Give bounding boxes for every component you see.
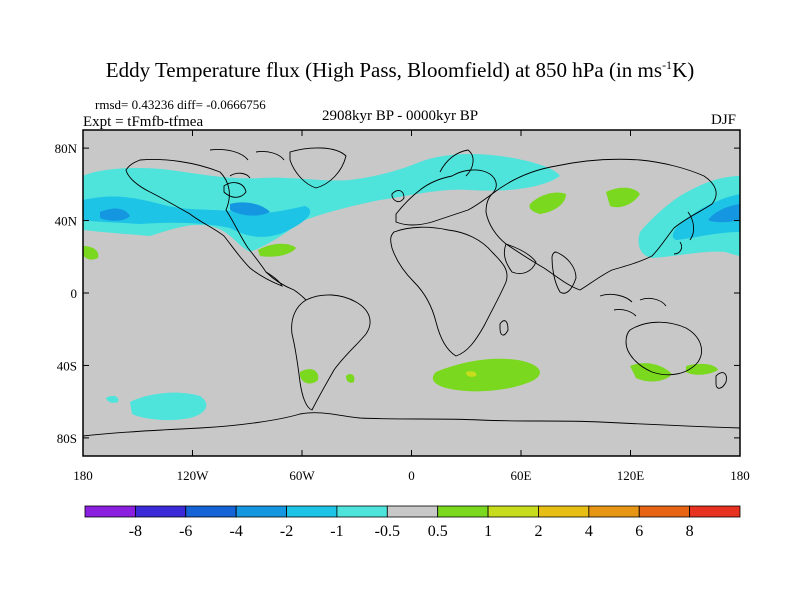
contour-negative-mid-atlantic bbox=[83, 196, 311, 237]
colorbar-label: 4 bbox=[585, 523, 593, 540]
contour-negative-south-pacific bbox=[130, 392, 207, 421]
colorbar-swatch bbox=[638, 505, 691, 518]
coastlines bbox=[82, 147, 741, 437]
colorbar-swatch bbox=[336, 505, 388, 518]
colorbar-label: 1 bbox=[484, 523, 492, 540]
contour-positive-australia bbox=[630, 363, 672, 382]
colorbar-label: 0.5 bbox=[428, 523, 448, 540]
contour-negative-mid-pacific bbox=[672, 194, 740, 240]
contour-positive-south-africa bbox=[432, 358, 540, 392]
lon-tick-label: 60E bbox=[511, 468, 532, 483]
lat-tick-label: 80S bbox=[57, 431, 77, 446]
coastline-hudson-bay bbox=[223, 182, 247, 198]
lat-tick-label: 40S bbox=[57, 358, 77, 373]
axis-ticks bbox=[82, 130, 741, 456]
colorbar-label: -8 bbox=[129, 523, 142, 540]
contour-negative-strong-pacific bbox=[708, 204, 740, 223]
coastline-british-isles bbox=[391, 190, 405, 203]
colorbar-swatch bbox=[84, 505, 136, 518]
colorbar-label: -4 bbox=[229, 523, 242, 540]
lon-tick-label: 0 bbox=[408, 468, 415, 483]
colorbar-swatch bbox=[386, 505, 439, 518]
coastline-europe bbox=[395, 169, 497, 226]
rmsd-diff-stats: rmsd= 0.43236 diff= -0.0666756 bbox=[95, 97, 266, 112]
contour-positive-south-africa-core bbox=[466, 371, 477, 377]
contour-negative-strong-atlantic2 bbox=[230, 202, 270, 216]
colorbar-swatch bbox=[235, 505, 287, 518]
contour-positive-eastern-pacific bbox=[83, 246, 99, 260]
coastline-arabia bbox=[503, 243, 537, 274]
colorbar-labels: -8 -6 -4 -2 -1 -0.5 0.5 1 2 4 6 8 bbox=[129, 523, 694, 540]
latitude-axis: 80N 40N 0 40S 80S bbox=[55, 141, 78, 446]
colorbar-label: -2 bbox=[280, 523, 293, 540]
coastline-africa bbox=[390, 226, 508, 357]
colorbar-swatch bbox=[689, 505, 741, 518]
colorbar-swatch bbox=[538, 505, 590, 518]
colorbar-label: 6 bbox=[635, 523, 643, 540]
coastline-canada-islands bbox=[209, 149, 285, 179]
colorbar-swatch bbox=[487, 505, 539, 518]
colorbar-label: -1 bbox=[330, 523, 343, 540]
chart-title: Eddy Temperature flux (High Pass, Bloomf… bbox=[105, 58, 695, 82]
experiment-label: Expt = tFmfb-tfmea bbox=[83, 114, 204, 130]
coastline-south-america bbox=[291, 294, 371, 411]
coastline-antarctica bbox=[82, 412, 741, 437]
colorbar-swatch bbox=[286, 505, 338, 518]
contour-negative-strong-atlantic bbox=[100, 208, 130, 221]
lat-tick-label: 0 bbox=[71, 286, 78, 301]
coastline-japan bbox=[673, 211, 695, 255]
coastline-australia bbox=[625, 321, 702, 376]
colorbar-swatch bbox=[185, 505, 237, 518]
lon-tick-label: 180 bbox=[73, 468, 93, 483]
contour-positive-south-atlantic2 bbox=[346, 374, 355, 383]
coastline-central-america bbox=[265, 271, 307, 301]
contour-positive-central-asia bbox=[529, 192, 566, 214]
lat-tick-label: 40N bbox=[55, 214, 78, 229]
coastline-new-zealand bbox=[715, 372, 727, 389]
colorbar bbox=[84, 505, 741, 518]
contour-positive-mongolia bbox=[606, 187, 640, 208]
colorbar-swatch bbox=[134, 505, 187, 518]
contour-positive-caribbean bbox=[258, 243, 296, 257]
coastline-north-america bbox=[125, 159, 283, 287]
coastline-scandinavia bbox=[439, 149, 474, 177]
lat-tick-label: 80N bbox=[55, 141, 78, 156]
colorbar-label: -0.5 bbox=[375, 523, 400, 540]
contour-positive-south-atlantic bbox=[300, 369, 319, 384]
colorbar-label: 8 bbox=[686, 523, 694, 540]
lon-tick-label: 180 bbox=[730, 468, 750, 483]
season-label: DJF bbox=[711, 112, 737, 128]
longitude-axis: 180 120W 60W 0 60E 120E 180 bbox=[73, 468, 750, 483]
colorbar-swatch bbox=[588, 505, 640, 518]
lon-tick-label: 120E bbox=[617, 468, 645, 483]
colorbar-swatch bbox=[437, 505, 489, 518]
coastline-se-asia-islands bbox=[599, 293, 667, 317]
coastline-greenland bbox=[289, 147, 347, 189]
lon-tick-label: 60W bbox=[289, 468, 315, 483]
lon-tick-label: 120W bbox=[177, 468, 210, 483]
colorbar-label: -6 bbox=[179, 523, 192, 540]
coastline-india bbox=[551, 251, 577, 294]
contour-negative-south-small bbox=[106, 395, 119, 403]
time-period-label: 2908kyr BP - 0000kyr BP bbox=[322, 108, 479, 124]
coastline-madagascar bbox=[499, 320, 509, 336]
colorbar-label: 2 bbox=[534, 523, 542, 540]
